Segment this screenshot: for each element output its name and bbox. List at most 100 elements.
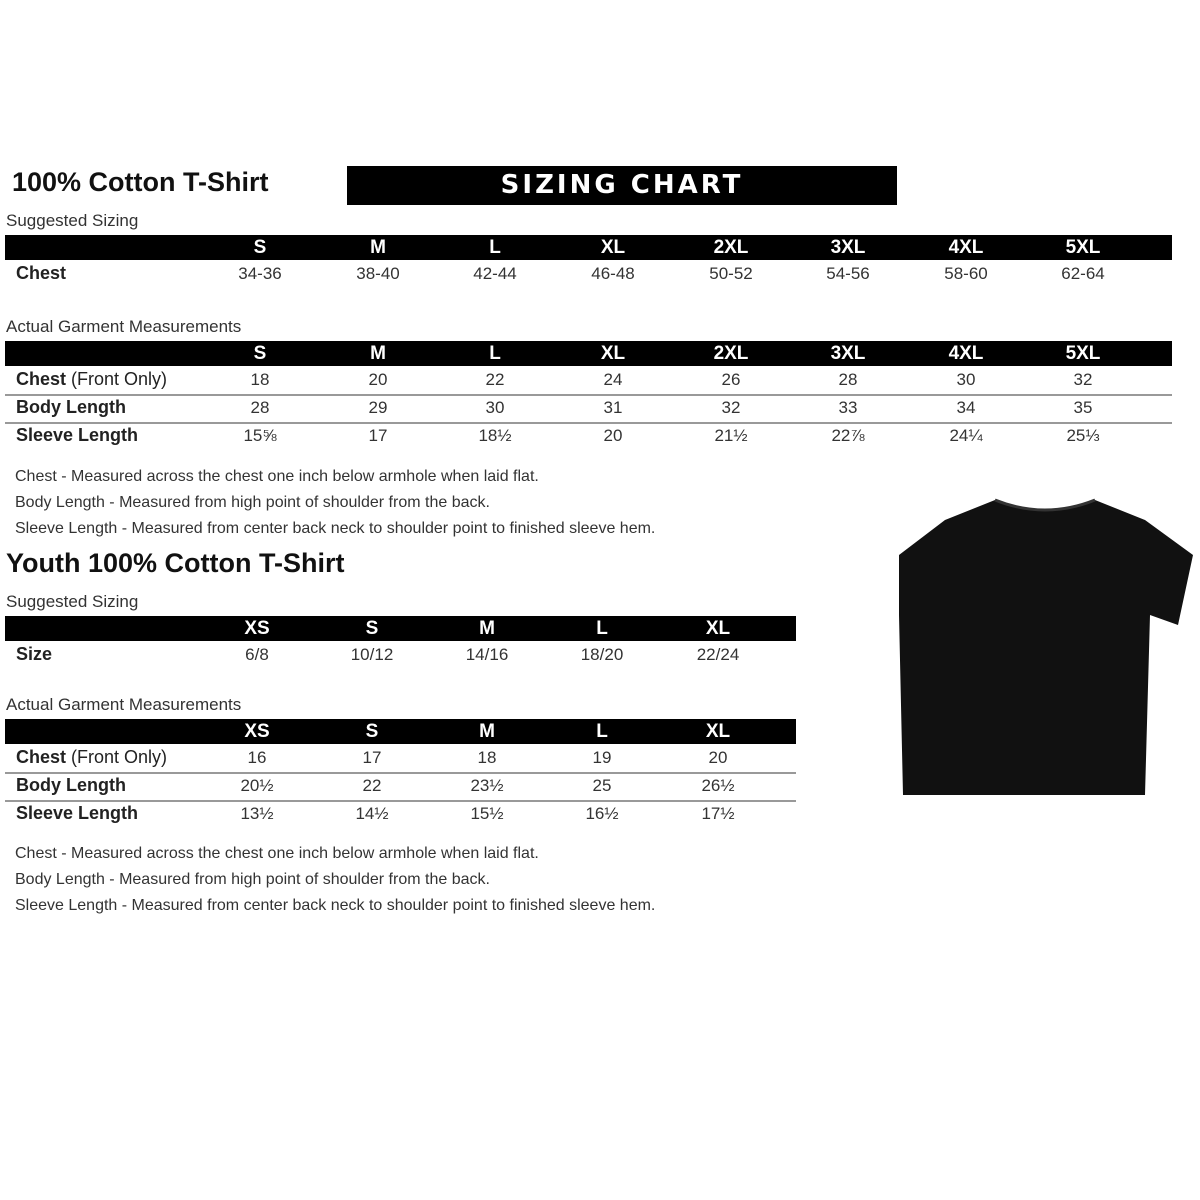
table-row: Sleeve Length 13½ 14½ 15½ 16½ 17½ [5,800,796,828]
table-cell: 28 [250,398,270,417]
size-header: XL [600,343,626,364]
table-row: Body Length 28 29 30 31 32 33 34 35 [5,394,1172,424]
row-label-text: Sleeve Length [16,803,139,823]
row-label: Size [16,644,52,665]
size-header: 4XL [948,343,984,364]
table-cell: 58-60 [944,264,988,283]
adult-note-chest: Chest - Measured across the chest one in… [15,468,539,485]
table-cell: 10/12 [350,645,394,664]
table-row: Body Length 20½ 22 23½ 25 26½ [5,772,796,802]
table-cell: 22⅞ [831,426,865,445]
size-header: 5XL [1065,237,1101,258]
size-header: XL [705,618,731,639]
table-cell: 33 [838,398,858,417]
row-label: Chest [16,263,66,284]
youth-actual-label: Actual Garment Measurements [6,695,242,714]
size-header: L [596,618,608,639]
size-header: XS [244,721,270,742]
table-cell: 26 [721,370,741,389]
youth-note-sleeve: Sleeve Length - Measured from center bac… [15,897,656,914]
table-cell: 31 [603,398,623,417]
row-label-text: Chest [16,747,67,767]
size-header: L [596,721,608,742]
table-cell: 23½ [470,776,504,795]
table-cell: 62-64 [1061,264,1105,283]
table-cell: 35 [1073,398,1093,417]
table-cell: 18 [477,748,497,767]
size-header: 2XL [713,237,749,258]
tshirt-icon [899,498,1193,795]
size-header: M [370,237,386,258]
size-header: XL [705,721,731,742]
table-cell: 14/16 [465,645,509,664]
size-header: 4XL [948,237,984,258]
row-label-text: Size [16,644,53,664]
table-cell: 26½ [701,776,735,795]
youth-suggested-table: XS S M L XL Size 6/8 10/12 14/16 18/20 22/24 [5,616,796,664]
table-cell: 30 [956,370,976,389]
row-label-text: Chest [16,369,67,389]
table-cell: 32 [1073,370,1093,389]
row-label: Sleeve Length [16,803,138,824]
row-label-text: Body Length [16,397,126,417]
table-cell: 18 [250,370,270,389]
size-header: 3XL [830,237,866,258]
table-cell: 15⅝ [243,426,277,445]
table-cell: 28 [838,370,858,389]
table-cell: 15½ [470,804,504,823]
size-header: XL [600,237,626,258]
youth-suggested-label: Suggested Sizing [6,592,139,611]
table-cell: 46-48 [591,264,635,283]
table-cell: 24 [603,370,623,389]
youth-note-body: Body Length - Measured from high point o… [15,871,490,888]
table-cell: 29 [368,398,388,417]
table-row: Sleeve Length 15⅝ 17 18½ 20 21½ 22⅞ 24¼ 25⅓ [5,422,1172,450]
table-cell: 20 [368,370,388,389]
size-header-row: XS S M L XL [5,616,796,641]
table-cell: 42-44 [473,264,517,283]
row-label: Body Length [16,397,126,418]
table-cell: 50-52 [709,264,753,283]
table-cell: 20½ [240,776,274,795]
size-header: M [479,618,495,639]
adult-suggested-label: Suggested Sizing [6,211,139,230]
adult-note-body: Body Length - Measured from high point o… [15,494,490,511]
table-cell: 38-40 [356,264,400,283]
table-cell: 6/8 [245,645,269,664]
size-header: L [489,343,501,364]
size-header-row: S M L XL 2XL 3XL 4XL 5XL [5,341,1172,366]
table-row: Size 6/8 10/12 14/16 18/20 22/24 [5,641,796,669]
table-cell: 20 [603,426,623,445]
table-cell: 30 [485,398,505,417]
table-cell: 13½ [240,804,274,823]
adult-suggested-table: S M L XL 2XL 3XL 4XL 5XL Chest 34-36 38-40 42-44 46-… [5,235,1172,283]
size-header: S [253,343,267,364]
adult-note-sleeve: Sleeve Length - Measured from center bac… [15,520,656,537]
table-cell: 34-36 [238,264,282,283]
table-cell: 21½ [714,426,748,445]
table-cell: 25 [592,776,612,795]
table-cell: 25⅓ [1066,426,1100,445]
table-cell: 54-56 [826,264,870,283]
table-cell: 22 [362,776,382,795]
size-header: S [365,618,379,639]
sizing-chart-banner: SIZING CHART [347,166,897,205]
table-cell: 32 [721,398,741,417]
table-cell: 18½ [478,426,512,445]
row-label: Body Length [16,775,126,796]
size-header: S [253,237,267,258]
table-row: Chest (Front Only) 18 20 22 24 26 28 30 32 [5,366,1172,396]
table-cell: 17 [368,426,388,445]
row-label-text: Body Length [16,775,126,795]
size-header-row: XS S M L XL [5,719,796,744]
table-cell: 14½ [355,804,389,823]
table-row: Chest 34-36 38-40 42-44 46-48 50-52 54-56 58-60… [5,260,1172,288]
size-header: S [365,721,379,742]
youth-title: Youth 100% Cotton T-Shirt [6,548,345,578]
row-label-text: Sleeve Length [16,425,139,445]
adult-actual-label: Actual Garment Measurements [6,317,242,336]
youth-note-chest: Chest - Measured across the chest one in… [15,845,539,862]
row-label-text: Chest [16,263,67,283]
size-header: L [489,237,501,258]
